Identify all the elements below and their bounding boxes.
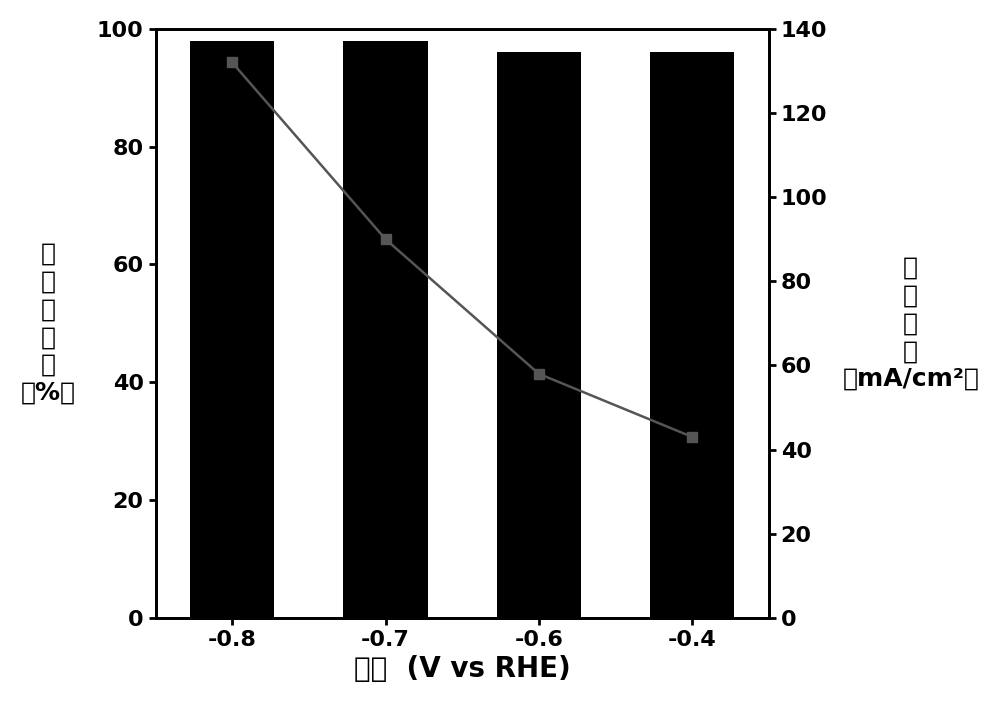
Bar	[190, 41, 274, 618]
Bar	[343, 41, 428, 618]
Y-axis label: 法
拉
第
效
率
（%）: 法 拉 第 效 率 （%）	[21, 241, 76, 405]
X-axis label: 电位  (V vs RHE): 电位 (V vs RHE)	[354, 655, 571, 683]
Y-axis label: 电
流
密
度
（mA/cm²）: 电 流 密 度 （mA/cm²）	[842, 256, 979, 391]
Bar	[650, 52, 734, 618]
Bar	[497, 52, 581, 618]
